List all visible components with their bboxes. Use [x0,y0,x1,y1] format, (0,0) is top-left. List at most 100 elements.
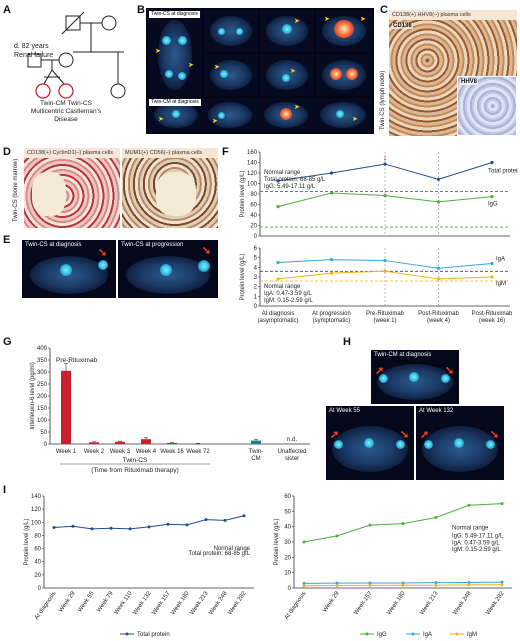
x-tick-label: Week 29 [322,590,341,613]
y-tick-label: 0 [38,586,42,592]
x-tick-label: Week 248 [452,590,473,616]
y-axis-label: Protein level (g/L) [240,170,246,217]
bar [167,443,177,444]
tag-h1: Twin-CM at diagnosis [374,352,432,358]
x-tick-label: Twin- [249,449,263,455]
x-tick-label: At diagnosis [34,591,58,621]
y-tick-label: 40 [250,213,257,219]
x-tick-label: Week 72 [186,449,210,455]
axial-image: ➤ [204,54,258,96]
stain-cd138-label: CD138 [392,23,413,29]
red-arrow-icon: ➘ [400,429,410,441]
arrow-icon: ➤ [290,68,296,75]
y-tick-label: 60 [34,547,41,553]
deceased-slash [61,11,85,35]
x-tick-label: Week 282 [227,590,248,616]
data-point [500,583,504,587]
x-tick-label: Week 180 [386,590,407,616]
data-point [276,179,280,183]
data-point [401,522,405,526]
panelC-banner: CD138(+) HHV8(–) plasma cells [389,10,517,20]
tag-cs-diagnosis: Twin-CS at diagnosis [149,11,200,18]
bone-marrow-histology-1: CD138(+) CyclinD1(–) plasma cells [24,148,120,228]
annotation: IgM: 0.15-2.59 g/L [452,547,501,553]
data-point [383,193,387,198]
twin-cm-circle [35,83,51,99]
y-tick-label: 100 [37,418,48,424]
arrow-icon: ➤ [158,116,164,123]
arrow-icon: ➤ [155,48,161,55]
panel-letter-f: F [222,146,229,158]
data-point [276,260,280,265]
y-tick-label: 140 [247,161,258,167]
arrow-icon: ➤ [188,62,194,69]
annotation: Normal range [452,526,489,532]
y-tick-label: 120 [31,507,42,513]
annotation: Normal range [264,170,301,176]
y-tick-label: 150 [37,406,48,412]
axial-image: ➤ [260,10,314,52]
data-point [329,171,334,175]
legend-label: IgA [423,632,432,638]
panel-letter-h: H [343,336,351,348]
data-point [109,526,113,530]
data-point [335,581,339,585]
chart-g: 0 50 100 150 200 250 300 350 400 Interleukin-6 le… [30,346,310,474]
pet-week-132: ➚ ➘ At Week 132 [416,406,504,480]
y-tick-label: 20 [34,573,41,579]
grandmother-circle [101,15,117,31]
y-tick-label: 200 [37,394,48,400]
y-tick-label: 3 [254,275,258,281]
y-tick-label: 5 [254,256,258,262]
y-tick-label: 80 [34,533,41,539]
panel-letter-e: E [3,234,11,246]
x-tick-label: Unaffected [278,449,307,455]
pet-cs-diagnosis: ➘ Twin-CS at diagnosis [22,240,116,298]
panel-letter-b: B [137,4,145,16]
lymph-node-histology: CD138(+) HHV8(–) plasma cells CD138 HHV8 [389,10,517,136]
y-tick-label: 50 [40,430,47,436]
annotation-pointer [67,360,71,363]
data-point [401,583,405,587]
y-tick-label: 6 [254,246,258,252]
arrow-icon: ➤ [324,16,330,23]
stain-hhv8-label: HHV8 [460,79,479,85]
chart-i-left: 0 20 40 60 80 100 120 140 Protein level (g/L) At … [24,494,254,638]
panel-letter-c: C [380,4,388,16]
data-point [467,503,471,507]
arrow-icon: ➤ [360,16,366,23]
annotation: IgG: 5.49-17.11 g/L [264,184,316,190]
pre-rituximab-annotation: Pre-Rituximab [56,357,98,364]
axial-image [204,10,258,52]
legend-marker [411,632,415,636]
axial-image: ➤ [260,54,314,96]
legend-marker [125,632,129,636]
legend-label: IgG [377,632,387,638]
x-tick-label: (week 16) [479,318,505,324]
y-axis-label: Interleukin-6 level (pg/ml) [30,362,36,429]
x-tick-label: Week 110 [114,590,134,616]
pet-week-55: ➚ ➘ At Week 55 [326,406,414,480]
legend-marker [455,632,459,636]
data-point [276,277,280,281]
y-axis-label: Protein level (g/L) [274,518,280,565]
data-point [335,584,339,588]
bar [61,370,71,444]
data-point [434,515,438,519]
panel-letter-g: G [3,336,12,348]
red-arrow-icon: ➘ [445,365,455,377]
data-point [52,526,56,530]
pedigree-chart [27,11,126,99]
data-point [500,580,504,584]
data-point [302,584,306,588]
y-tick-label: 0 [254,234,258,240]
red-arrow-icon: ➘ [202,245,212,257]
group-label: Twin-CS [123,457,148,464]
twin-cs-circle [58,83,74,99]
x-tick-label: CM [251,456,260,462]
tag-e2: Twin-CS at progression [121,242,184,248]
data-point [329,191,334,195]
arrow-icon: ➤ [214,64,220,71]
y-tick-label: 60 [284,494,291,500]
x-tick-label: Post-Rituximab [472,311,513,317]
